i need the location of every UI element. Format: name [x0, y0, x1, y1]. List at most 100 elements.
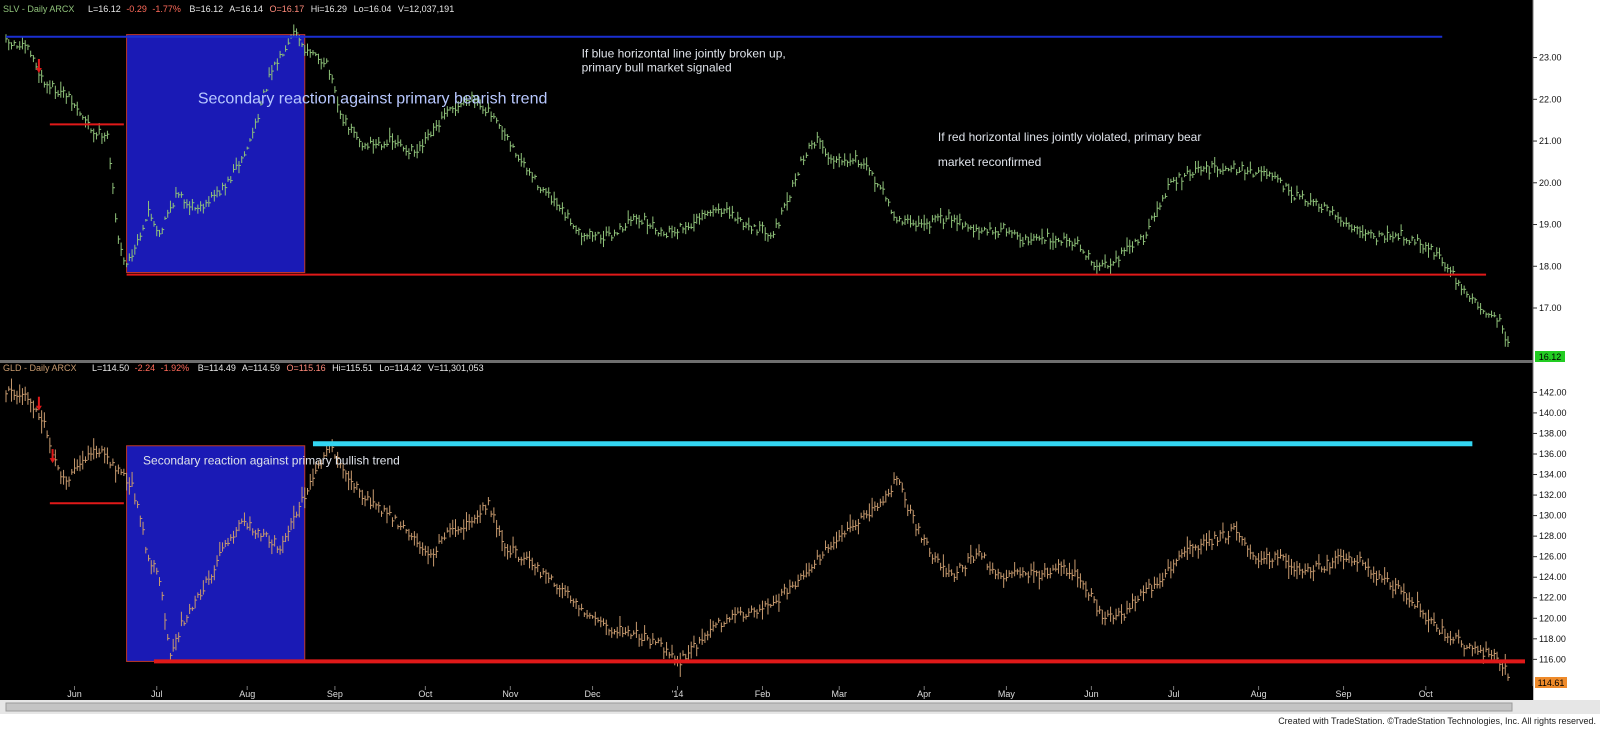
slv-price-bar — [1079, 244, 1083, 252]
slv-price-bar — [1271, 172, 1275, 181]
gld-price-bar — [827, 544, 831, 554]
slv-price-bar — [904, 215, 908, 226]
gld-price-bar — [164, 613, 167, 630]
gld-price-bar — [556, 583, 559, 595]
slv-price-bar — [857, 159, 861, 168]
slv-price-bar — [1285, 182, 1288, 187]
slv-price-bar — [1121, 247, 1124, 255]
slv-price-bar — [1477, 301, 1480, 310]
slv-price-bar — [337, 96, 340, 113]
gld-price-bar — [1507, 673, 1510, 681]
slv-price-bar — [1132, 241, 1135, 253]
gld-price-bar — [1351, 556, 1354, 567]
gld-price-bar — [641, 633, 644, 647]
slv-price-bar — [608, 226, 611, 237]
gld-price-bar — [1068, 562, 1072, 579]
slv-price-bar — [1148, 218, 1151, 230]
slv-price-bar — [76, 101, 80, 116]
gld-price-bar — [1121, 604, 1124, 624]
gld-price-bar — [1266, 547, 1269, 565]
slv-price-bar — [378, 137, 381, 146]
gld-last-price: 114.61 — [1538, 678, 1565, 688]
slv-price-bar — [866, 157, 869, 171]
slv-price-bar — [1474, 297, 1478, 304]
slv-price-bar — [868, 167, 872, 176]
slv-price-bar — [753, 224, 757, 227]
gld-price-bar — [219, 541, 222, 557]
gld-price-bar — [348, 470, 351, 491]
gld-price-bar — [106, 447, 110, 465]
slv-price-bar — [778, 221, 781, 229]
slv-price-bar — [742, 222, 746, 231]
slv-price-bar — [685, 222, 688, 235]
pane-separator[interactable] — [0, 360, 1533, 363]
slv-price-bar — [350, 123, 354, 133]
gld-y-tick-label: 122.00 — [1539, 593, 1567, 603]
slv-price-bar — [320, 58, 324, 70]
gld-price-bar — [748, 608, 751, 617]
gld-price-bar — [1115, 608, 1119, 621]
gld-price-bar — [597, 617, 601, 623]
slv-last-price: 16.12 — [1539, 352, 1562, 362]
gld-price-bar — [715, 622, 718, 628]
slv-price-bar — [844, 153, 847, 166]
gld-price-bar — [1280, 549, 1283, 559]
slv-price-bar — [745, 221, 749, 229]
gld-price-bar — [879, 498, 883, 508]
gld-price-bar — [1315, 560, 1319, 567]
gld-price-bar — [232, 530, 236, 544]
gld-price-bar — [230, 534, 233, 542]
gld-price-bar — [518, 556, 521, 562]
gld-price-bar — [1373, 566, 1376, 583]
gld-price-bar — [1458, 629, 1461, 644]
gld-price-bar — [76, 459, 80, 471]
gld-price-bar — [550, 574, 554, 581]
slv-price-bar — [751, 225, 754, 235]
gld-price-bar — [337, 451, 340, 468]
gld-price-bar — [808, 562, 812, 577]
slv-price-bar — [1488, 312, 1491, 318]
slv-price-bar — [1110, 258, 1113, 275]
gld-price-bar — [803, 570, 806, 580]
slv-price-bar — [901, 220, 905, 226]
slv-price-bar — [1323, 202, 1327, 207]
scrollbar-thumb[interactable] — [5, 702, 1513, 712]
gld-price-bar — [246, 522, 250, 530]
slv-price-bar — [205, 199, 209, 207]
slv-price-bar — [405, 145, 409, 156]
slv-price-bar — [638, 214, 642, 229]
slv-price-bar — [1145, 231, 1149, 239]
slv-price-bar — [1493, 312, 1497, 318]
slv-price-bar — [849, 153, 853, 166]
slv-price-bar — [633, 213, 636, 221]
gld-price-bar — [589, 612, 592, 619]
slv-price-bar — [1112, 261, 1116, 266]
slv-price-bar — [1389, 233, 1393, 241]
slv-price-bar — [973, 224, 976, 238]
gld-price-bar — [128, 477, 132, 495]
gld-price-bar — [663, 647, 666, 660]
slv-price-bar — [24, 40, 28, 54]
gld-price-bar — [1047, 567, 1050, 579]
slv-price-bar — [674, 226, 677, 237]
slv-price-bar — [1301, 190, 1305, 200]
gld-price-bar — [929, 547, 932, 557]
slv-price-bar — [211, 191, 214, 198]
gld-price-bar — [1290, 558, 1294, 575]
gld-price-bar — [679, 652, 683, 677]
slv-price-bar — [1142, 234, 1146, 245]
slv-price-bar — [657, 232, 661, 237]
gld-price-bar — [98, 448, 102, 458]
month-label: Sep — [327, 689, 343, 699]
gld-price-bar — [1227, 530, 1231, 545]
slv-price-bar — [43, 81, 47, 88]
gld-y-tick-label: 142.00 — [1539, 387, 1567, 397]
gld-price-bar — [13, 389, 17, 401]
slv-y-tick-label: 22.00 — [1539, 94, 1562, 104]
gld-price-bar — [95, 445, 99, 459]
slv-price-bar — [424, 132, 428, 144]
slv-price-bar — [189, 201, 192, 216]
gld-price-bar — [1011, 570, 1014, 579]
slv-price-bar — [726, 202, 729, 214]
gld-price-bar — [1397, 580, 1401, 590]
